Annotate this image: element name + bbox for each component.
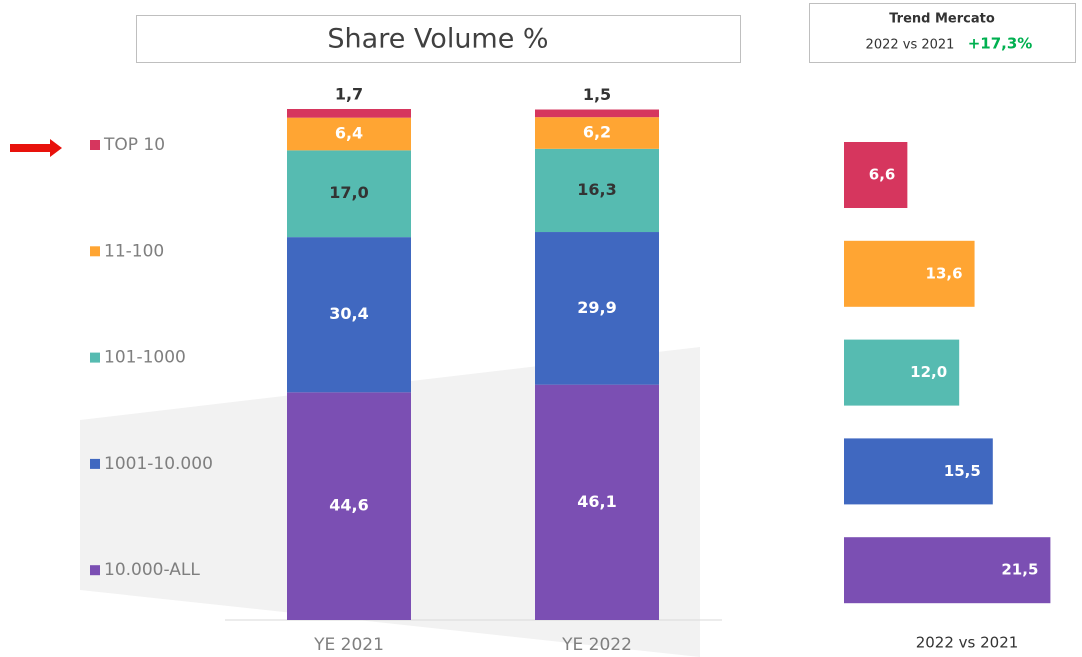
data-label: 15,5 xyxy=(944,462,981,480)
bar xyxy=(844,438,993,505)
bar xyxy=(844,537,1051,604)
bar-segment xyxy=(287,392,411,620)
data-label: 16,3 xyxy=(577,180,616,199)
x-tick-label: YE 2022 xyxy=(561,635,632,655)
trend-change: +17,3% xyxy=(968,35,1033,53)
bar xyxy=(844,142,908,208)
legend-label: 1001-10.000 xyxy=(104,454,213,474)
data-label: 46,1 xyxy=(577,492,616,511)
x-axis-label: 2022 vs 2021 xyxy=(916,634,1019,652)
legend-label: 10.000-ALL xyxy=(104,560,200,580)
bar xyxy=(844,240,975,307)
data-label: 12,0 xyxy=(910,363,947,381)
legend-swatch xyxy=(90,246,100,257)
data-label: 1,5 xyxy=(583,85,611,104)
data-label: 29,9 xyxy=(577,298,616,317)
data-label: 17,0 xyxy=(329,183,368,202)
trend-period: 2022 vs 2021 xyxy=(866,38,955,53)
arrow xyxy=(10,139,62,157)
legend-label: 101-1000 xyxy=(104,348,186,368)
x-tick-label: YE 2021 xyxy=(313,635,384,655)
bar-segment xyxy=(535,232,659,385)
data-label: 13,6 xyxy=(926,264,963,282)
data-label: 6,6 xyxy=(869,166,896,184)
title-box xyxy=(136,15,741,63)
bar-segment xyxy=(535,117,659,149)
bar-segment xyxy=(287,150,411,238)
bar-segment xyxy=(535,109,659,118)
bar-segment xyxy=(287,237,411,393)
bar xyxy=(844,339,960,406)
data-label: 6,2 xyxy=(583,122,611,141)
bar-segment xyxy=(535,148,659,233)
trend-box xyxy=(809,3,1076,63)
data-label: 1,7 xyxy=(335,85,363,104)
legend-label: TOP 10 xyxy=(103,135,165,155)
legend-swatch xyxy=(90,352,100,363)
data-label: 21,5 xyxy=(1001,561,1038,579)
legend-label: 11-100 xyxy=(104,241,164,261)
legend-swatch xyxy=(90,565,100,576)
chart-title: Share Volume % xyxy=(327,24,548,55)
legend-swatch xyxy=(90,140,100,150)
data-label: 6,4 xyxy=(335,124,363,143)
bar-segment xyxy=(287,117,411,151)
bar-segment xyxy=(535,384,659,620)
data-label: 44,6 xyxy=(329,496,368,515)
legend-swatch xyxy=(90,458,100,469)
bar-segment xyxy=(287,109,411,118)
data-label: 30,4 xyxy=(329,304,368,323)
trend-title: Trend Mercato xyxy=(889,12,995,27)
